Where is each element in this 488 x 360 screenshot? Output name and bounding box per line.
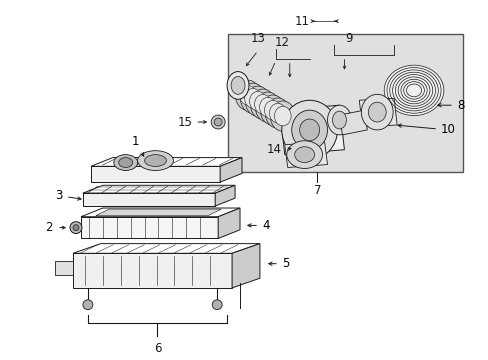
Ellipse shape (260, 95, 285, 125)
Polygon shape (215, 185, 235, 206)
Text: 6: 6 (153, 342, 161, 355)
Ellipse shape (249, 91, 266, 111)
Ellipse shape (235, 80, 260, 111)
Ellipse shape (274, 106, 290, 126)
Ellipse shape (255, 92, 280, 122)
Ellipse shape (119, 158, 132, 167)
Ellipse shape (83, 300, 93, 310)
Text: 3: 3 (56, 189, 81, 202)
Ellipse shape (240, 83, 265, 113)
Ellipse shape (264, 100, 281, 120)
Polygon shape (218, 208, 240, 238)
Polygon shape (91, 166, 220, 182)
Ellipse shape (73, 225, 79, 230)
Ellipse shape (264, 98, 290, 128)
Ellipse shape (367, 102, 386, 122)
Ellipse shape (270, 101, 295, 131)
Ellipse shape (361, 94, 392, 130)
Ellipse shape (212, 300, 222, 310)
Ellipse shape (327, 105, 351, 135)
Polygon shape (279, 105, 344, 155)
Polygon shape (339, 110, 366, 135)
Polygon shape (55, 261, 73, 275)
Text: 7: 7 (313, 184, 320, 197)
Polygon shape (220, 158, 242, 182)
Ellipse shape (214, 118, 222, 126)
Polygon shape (81, 217, 218, 238)
Ellipse shape (254, 94, 271, 114)
Ellipse shape (291, 110, 327, 150)
Ellipse shape (259, 98, 276, 117)
Ellipse shape (245, 86, 270, 116)
Text: 14: 14 (266, 143, 281, 156)
Ellipse shape (114, 155, 137, 170)
Ellipse shape (294, 147, 314, 163)
Ellipse shape (244, 89, 261, 108)
Polygon shape (96, 209, 221, 216)
Ellipse shape (226, 72, 248, 99)
Polygon shape (91, 158, 242, 166)
Ellipse shape (269, 103, 285, 123)
Text: 13: 13 (250, 32, 265, 45)
Polygon shape (73, 253, 232, 288)
Ellipse shape (384, 65, 443, 116)
Polygon shape (73, 244, 260, 253)
Text: 12: 12 (274, 36, 289, 49)
Text: 15: 15 (177, 116, 192, 129)
Ellipse shape (250, 89, 275, 119)
Text: 10: 10 (397, 123, 455, 136)
Polygon shape (83, 193, 215, 206)
Text: 4: 4 (247, 219, 269, 232)
Polygon shape (81, 208, 240, 217)
Ellipse shape (231, 77, 244, 94)
Ellipse shape (281, 100, 337, 159)
Text: 9: 9 (345, 32, 352, 45)
Ellipse shape (299, 119, 319, 141)
Polygon shape (232, 244, 260, 288)
Polygon shape (359, 98, 396, 127)
Polygon shape (284, 142, 327, 167)
Ellipse shape (70, 222, 82, 234)
Text: 8: 8 (437, 99, 463, 112)
Text: 1: 1 (132, 135, 143, 156)
Polygon shape (83, 185, 235, 193)
Text: 5: 5 (268, 257, 288, 270)
Ellipse shape (286, 141, 322, 168)
Bar (227, 34, 462, 172)
Ellipse shape (211, 115, 224, 129)
Text: 11: 11 (294, 15, 309, 28)
Ellipse shape (137, 151, 173, 170)
Text: 2: 2 (45, 221, 53, 234)
Ellipse shape (239, 86, 256, 105)
Ellipse shape (332, 111, 346, 129)
Ellipse shape (144, 155, 166, 166)
